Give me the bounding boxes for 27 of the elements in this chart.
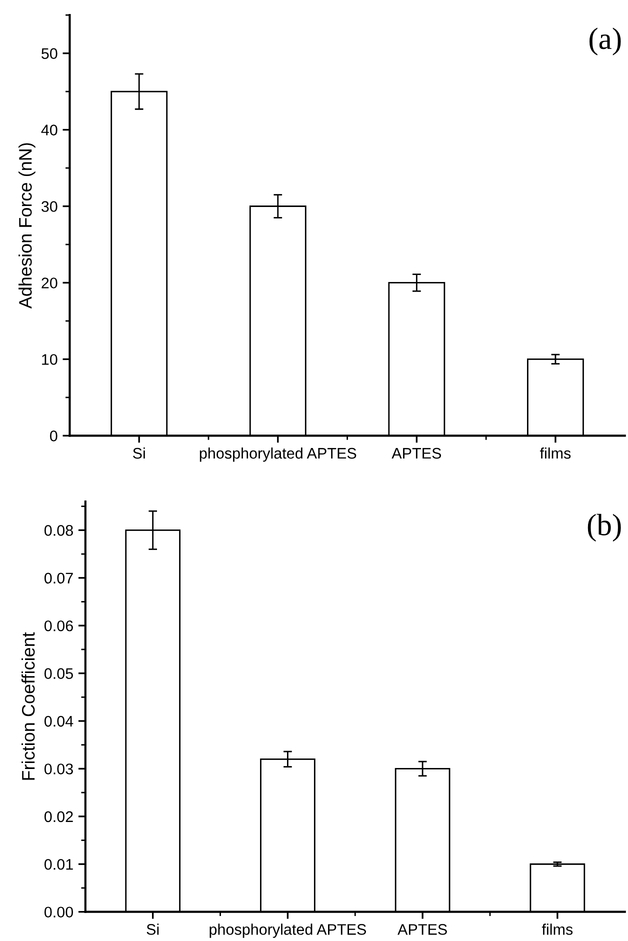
x-tick-label: films [540, 447, 571, 459]
y-tick-label: 10 [42, 354, 58, 365]
y-axis-title: Friction Coefficient [21, 632, 35, 780]
y-tick-label: 40 [41, 124, 58, 136]
y-tick-label: 0.04 [44, 716, 74, 727]
y-tick-label: 20 [42, 278, 58, 288]
y-tick-label: 0.05 [44, 668, 73, 679]
x-tick-label: Si [133, 447, 145, 459]
annotation: (b) [588, 514, 621, 542]
y-tick-label: 0.03 [44, 764, 73, 774]
y-tick-label: 0.08 [44, 525, 73, 536]
x-tick-label: phosphorylated APTES [200, 447, 356, 462]
x-tick-label: APTES [392, 448, 442, 459]
x-tick-label: phosphorylated APTES [210, 924, 366, 938]
y-tick-label: 0.07 [44, 572, 73, 584]
y-tick-label: 0.06 [44, 620, 73, 632]
y-axis-title: Adhesion Force (nN) [18, 143, 36, 309]
x-tick-label: APTES [398, 924, 447, 935]
y-tick-label: 0.00 [44, 906, 74, 918]
x-tick-label: films [542, 924, 573, 935]
y-tick-label: 0 [50, 430, 58, 442]
y-tick-label: 50 [42, 48, 58, 59]
y-tick-label: 0.01 [44, 858, 73, 870]
x-tick-label: Si [146, 924, 159, 935]
y-tick-label: 0.02 [44, 811, 73, 822]
y-tick-label: 30 [41, 201, 58, 212]
annotation: (a) [590, 28, 621, 56]
